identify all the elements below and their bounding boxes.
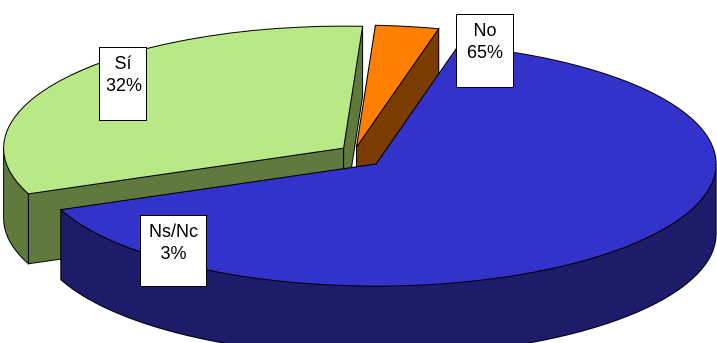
slice-label-si: Sí 32% xyxy=(99,47,147,121)
slice-label-nsnc: Ns/Nc 3% xyxy=(140,215,207,287)
slice-label-no-value: 65% xyxy=(466,42,504,62)
slice-label-no-name: No xyxy=(473,20,497,40)
slice-label-no: No 65% xyxy=(456,14,514,88)
slice-label-nsnc-value: 3% xyxy=(160,243,187,263)
slice-nsnc-top xyxy=(356,24,440,148)
slice-si-top xyxy=(3,25,364,195)
slice-label-si-value: 32% xyxy=(106,75,143,95)
slice-label-si-name: Sí xyxy=(114,53,132,73)
slice-label-nsnc-name: Ns/Nc xyxy=(149,221,198,241)
pie-slices xyxy=(3,24,717,343)
